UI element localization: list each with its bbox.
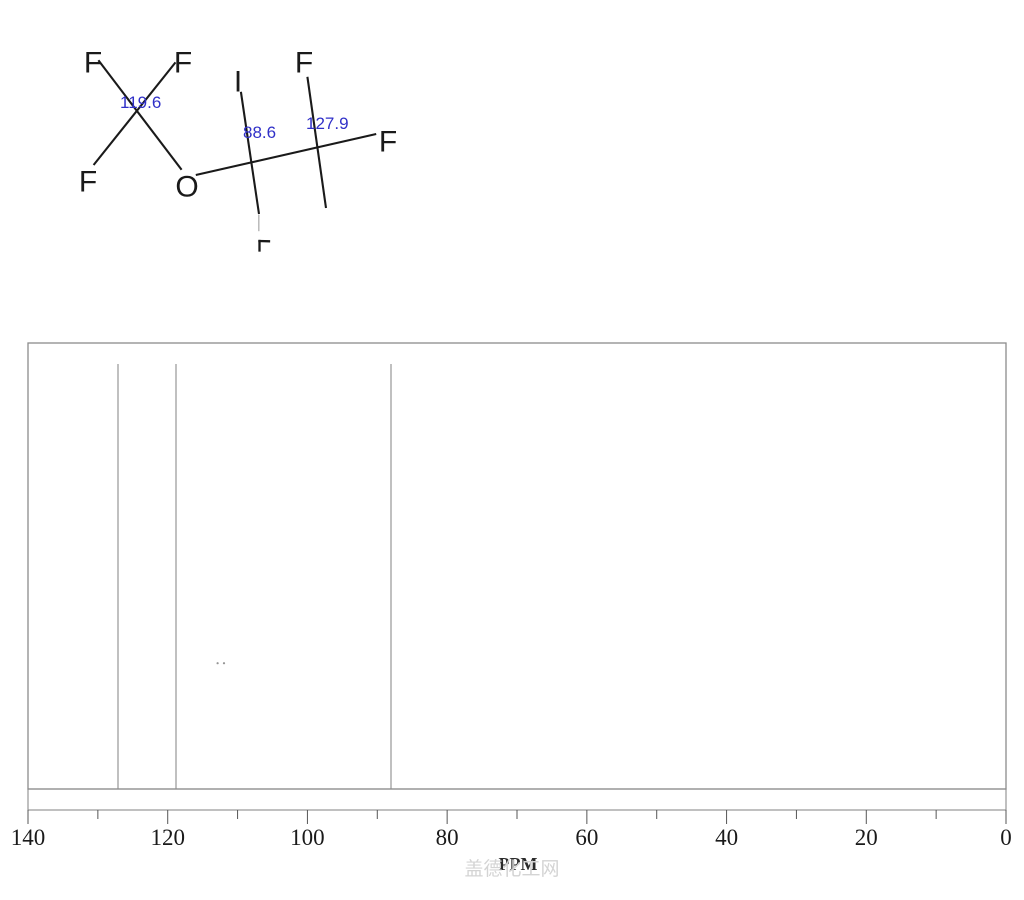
svg-text:F: F (379, 126, 397, 159)
svg-text:F: F (295, 47, 313, 80)
svg-text:盖德化工网: 盖德化工网 (464, 858, 559, 880)
svg-text:0: 0 (1000, 825, 1012, 850)
svg-text:F: F (79, 166, 97, 199)
svg-text:88.6: 88.6 (243, 123, 276, 142)
svg-text:100: 100 (290, 825, 325, 850)
svg-text:F: F (84, 47, 102, 80)
svg-text:120: 120 (150, 825, 185, 850)
svg-text:20: 20 (855, 825, 878, 850)
svg-text:140: 140 (11, 825, 46, 850)
svg-text:O: O (175, 171, 198, 204)
svg-text:40: 40 (715, 825, 738, 850)
svg-text:119.6: 119.6 (120, 93, 161, 112)
svg-text:60: 60 (575, 825, 598, 850)
svg-text:I: I (234, 66, 242, 99)
svg-text:127.9: 127.9 (306, 114, 349, 133)
svg-text:80: 80 (436, 825, 459, 850)
svg-text:F: F (174, 47, 192, 80)
